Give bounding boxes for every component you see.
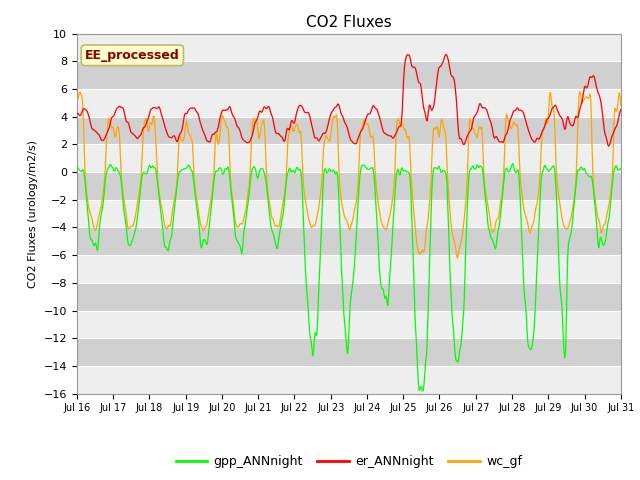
Text: EE_processed: EE_processed <box>85 49 180 62</box>
Bar <box>77 89 621 117</box>
Bar <box>77 366 621 394</box>
Bar <box>77 283 621 311</box>
Bar <box>77 144 621 172</box>
Bar <box>77 311 621 338</box>
Bar <box>77 172 621 200</box>
Bar <box>77 61 621 89</box>
Title: CO2 Fluxes: CO2 Fluxes <box>306 15 392 30</box>
Bar <box>77 255 621 283</box>
Bar <box>77 117 621 144</box>
Bar <box>77 338 621 366</box>
Bar <box>77 34 621 61</box>
Bar <box>77 228 621 255</box>
Legend: gpp_ANNnight, er_ANNnight, wc_gf: gpp_ANNnight, er_ANNnight, wc_gf <box>171 450 527 473</box>
Y-axis label: CO2 Fluxes (urology/m2/s): CO2 Fluxes (urology/m2/s) <box>28 140 38 288</box>
Bar <box>77 200 621 228</box>
